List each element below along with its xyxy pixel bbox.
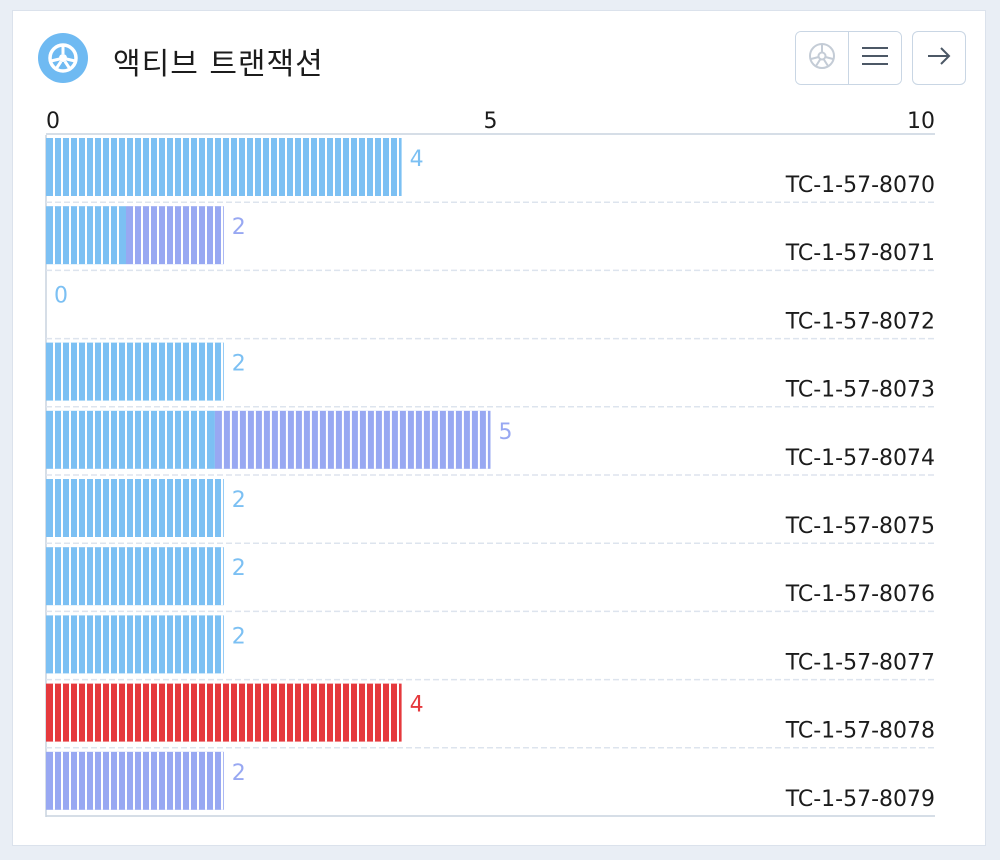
wheel-outline-icon <box>807 41 837 76</box>
category-label: TC-1-57-8072 <box>785 309 935 334</box>
wheel-view-button[interactable] <box>796 32 848 84</box>
bar-value-label: 4 <box>410 693 424 718</box>
wheel-icon <box>38 33 88 83</box>
bar-value-label: 0 <box>54 283 68 308</box>
x-tick-label: 5 <box>484 109 498 134</box>
bar-value-label: 2 <box>232 761 246 786</box>
bar-value-label: 4 <box>410 147 424 172</box>
bar-segment <box>214 410 491 469</box>
bar-segment <box>46 138 402 196</box>
list-view-button[interactable] <box>848 32 901 84</box>
x-tick-label: 10 <box>907 109 935 134</box>
category-label: TC-1-57-8070 <box>785 173 935 198</box>
bar-segment <box>46 683 402 742</box>
menu-icon <box>861 45 889 72</box>
bar-value-label: 2 <box>232 556 246 581</box>
bar-value-label: 2 <box>232 215 246 240</box>
go-button[interactable] <box>912 31 966 85</box>
category-label: TC-1-57-8079 <box>785 787 935 812</box>
card-header: 액티브 트랜잭션 <box>13 11 985 107</box>
arrow-right-icon <box>926 45 952 72</box>
bar-value-label: 2 <box>232 488 246 513</box>
category-label: TC-1-57-8075 <box>785 514 935 539</box>
bar-segment <box>46 410 215 469</box>
category-label: TC-1-57-8074 <box>785 446 935 471</box>
x-tick-label: 0 <box>46 109 60 134</box>
page-title: 액티브 트랜잭션 <box>113 47 324 82</box>
active-transactions-card: 액티브 트랜잭션 <box>12 10 986 846</box>
category-label: TC-1-57-8078 <box>785 719 935 744</box>
bar-value-label: 5 <box>499 420 513 445</box>
category-label: TC-1-57-8071 <box>785 241 935 266</box>
category-label: TC-1-57-8077 <box>785 650 935 675</box>
bar-value-label: 2 <box>232 624 246 649</box>
category-label: TC-1-57-8073 <box>785 378 935 403</box>
category-label: TC-1-57-8076 <box>785 582 935 607</box>
transaction-bar-chart: 0 5 10 4 TC-1-57-8070 2 TC-1-57-8071 0 TC-1-57-8… <box>45 109 935 817</box>
view-toggle-group <box>795 31 902 85</box>
bar-value-label: 2 <box>232 352 246 377</box>
